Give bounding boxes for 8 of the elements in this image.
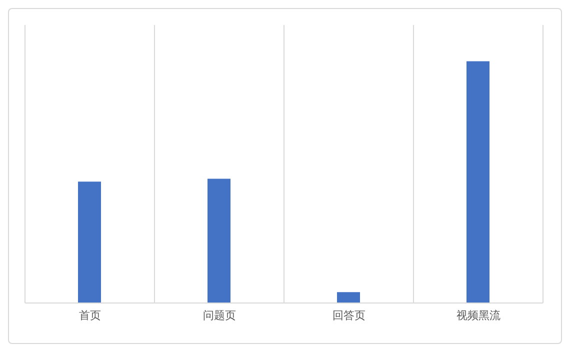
x-tick-label: 回答页 [332,308,366,322]
x-tick-label: 视频黑流 [456,308,500,322]
bar [78,182,101,303]
bar [466,61,490,303]
bar [337,292,360,303]
x-tick-label: 问题页 [202,308,236,322]
x-tick-label: 首页 [78,308,101,322]
bar [208,178,230,303]
